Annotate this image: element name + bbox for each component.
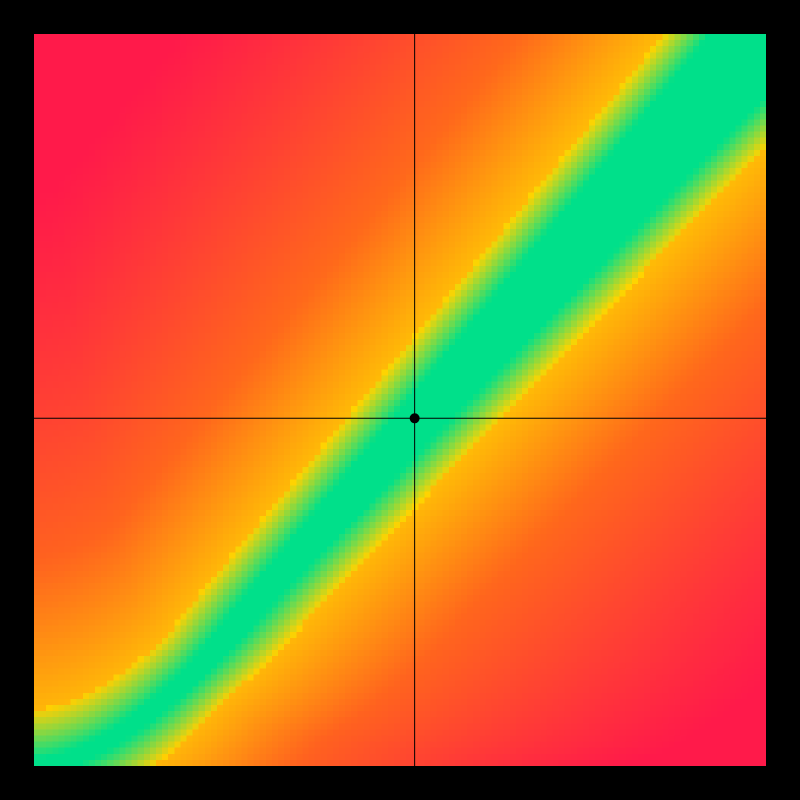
chart-container: { "watermark": "TheBottleneck.com", "can… bbox=[0, 0, 800, 800]
watermark-text: TheBottleneck.com bbox=[577, 4, 790, 32]
heatmap-canvas bbox=[34, 34, 766, 766]
